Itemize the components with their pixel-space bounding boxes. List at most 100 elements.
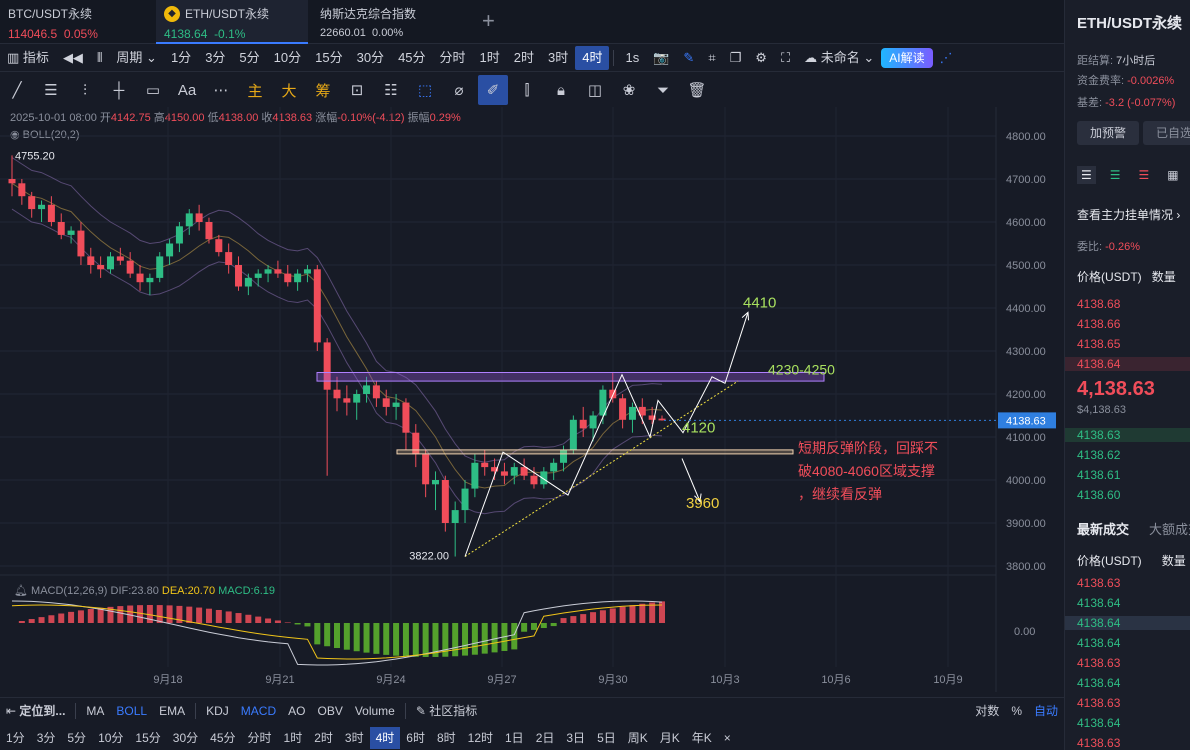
locate-button[interactable]: ⇤ 定位到...: [0, 700, 71, 722]
interval-6[interactable]: 45分: [398, 49, 426, 65]
bottom-interval-19[interactable]: 周K: [627, 730, 648, 745]
sub-obv[interactable]: OBV: [317, 703, 343, 718]
interval-10[interactable]: 3时: [548, 49, 569, 65]
depth-both-icon[interactable]: ☰: [1077, 166, 1096, 184]
sub-kdj[interactable]: KDJ: [206, 703, 229, 718]
bottom-interval-12[interactable]: 6时: [406, 730, 425, 745]
sub-ao[interactable]: AO: [288, 703, 306, 718]
community-indicators[interactable]: ✎ 社区指标: [410, 700, 483, 722]
interval-4[interactable]: 15分: [315, 49, 343, 65]
select-icon[interactable]: ⬚: [417, 82, 433, 99]
filter-icon[interactable]: ⏷: [656, 81, 669, 99]
ruler-icon[interactable]: ⌀: [454, 82, 464, 99]
layout-dropdown[interactable]: ☁ 未命名 ⌄: [797, 46, 881, 70]
main-orders-link[interactable]: 查看主力挂单情况 ›: [1077, 206, 1180, 223]
tab-latest-trades[interactable]: 最新成交: [1077, 522, 1130, 537]
big-order-button[interactable]: 大: [281, 82, 297, 100]
main-ema[interactable]: EMA: [159, 703, 186, 718]
bottom-interval-13[interactable]: 8时: [436, 730, 456, 745]
interval-5[interactable]: 30分: [356, 49, 385, 65]
add-tab-button[interactable]: +: [482, 8, 495, 33]
pen-icon[interactable]: ✎: [683, 49, 695, 65]
interval-3[interactable]: 10分: [273, 49, 302, 65]
macd-legend[interactable]: 🔔︎ MACD(12,26,9) DIF:23.80 DEA:20.70 MAC…: [14, 584, 275, 597]
bottom-interval-0[interactable]: 1分: [6, 730, 25, 745]
bottom-interval-3[interactable]: 10分: [98, 730, 124, 745]
interval-2[interactable]: 5分: [239, 49, 260, 65]
bottom-interval-15[interactable]: 1日: [505, 730, 524, 745]
seconds-button[interactable]: 1s: [625, 49, 640, 65]
draw-mode-icon[interactable]: ✐: [478, 75, 508, 105]
close-icon[interactable]: ×: [723, 730, 731, 745]
sub-macd[interactable]: MACD: [240, 703, 277, 718]
bottom-interval-10[interactable]: 3时: [344, 730, 364, 745]
fullscreen-icon[interactable]: ⛶: [780, 49, 791, 65]
indicator-button[interactable]: ▥ 指标: [0, 46, 56, 70]
price-chart[interactable]: 4800.00 4700.00 4600.00 4500.00 4400.00 4300.…: [0, 107, 1064, 692]
vertical-line-icon[interactable]: ⫶: [83, 81, 87, 99]
bottom-interval-17[interactable]: 3日: [566, 730, 586, 745]
copy-icon[interactable]: ❐: [729, 49, 742, 65]
bid-row[interactable]: 4138.62: [1077, 448, 1121, 462]
favorited-button[interactable]: 已自选: [1143, 121, 1190, 145]
camera-icon[interactable]: 📷: [653, 49, 670, 65]
depth-asks-icon[interactable]: ☰: [1138, 168, 1150, 182]
bottom-interval-1[interactable]: 3分: [36, 730, 56, 745]
replay-icon[interactable]: ◀◀: [62, 49, 83, 65]
bottom-interval-11[interactable]: 4时: [369, 726, 401, 749]
ask-row[interactable]: 4138.68: [1077, 297, 1121, 311]
depth-bids-icon[interactable]: ☰: [1109, 168, 1121, 182]
interval-0[interactable]: 1分: [170, 49, 192, 65]
main-force-button[interactable]: 主: [247, 82, 263, 100]
bottom-interval-18[interactable]: 5日: [597, 730, 616, 745]
eye-icon[interactable]: ◫: [587, 82, 603, 99]
boll-legend[interactable]: ◉ BOLL(20,2): [10, 128, 80, 141]
tab-eth[interactable]: ◆ ETH/USDT永续 4138.64 -0.1%: [156, 0, 308, 44]
main-ma[interactable]: MA: [86, 703, 105, 718]
rectangle-icon[interactable]: ▭: [145, 82, 161, 99]
bottom-interval-16[interactable]: 2日: [535, 730, 555, 745]
sub-volume[interactable]: Volume: [354, 703, 395, 718]
main-boll[interactable]: BOLL: [116, 703, 148, 718]
trash-icon[interactable]: 🗑︎: [687, 82, 707, 99]
add-alert-button[interactable]: 加预警: [1077, 121, 1139, 145]
bottom-interval-7[interactable]: 分时: [247, 730, 272, 745]
ask-row[interactable]: 4138.66: [1077, 317, 1121, 331]
crop-icon[interactable]: ⌗: [708, 49, 716, 65]
scale-percent[interactable]: %: [1011, 703, 1022, 718]
brush-icon[interactable]: ⋯: [213, 82, 229, 99]
depth-grid-icon[interactable]: ▦: [1167, 168, 1179, 182]
bid-row[interactable]: 4138.63: [1065, 428, 1190, 442]
bottom-interval-5[interactable]: 30分: [172, 730, 199, 745]
bid-row[interactable]: 4138.61: [1077, 468, 1121, 482]
candle-icon[interactable]: ⫿: [524, 81, 530, 99]
horizontal-ray-icon[interactable]: ┼: [113, 81, 125, 99]
period-dropdown[interactable]: 周期 ⌄: [109, 46, 164, 70]
bottom-interval-20[interactable]: 月K: [659, 730, 680, 745]
tab-btc[interactable]: BTC/USDT永续 114046.5 0.05%: [0, 0, 152, 44]
bottom-interval-2[interactable]: 5分: [67, 730, 87, 745]
interval-7[interactable]: 分时: [439, 49, 466, 65]
scale-auto[interactable]: 自动: [1033, 703, 1058, 718]
trendline-icon[interactable]: ╱: [12, 82, 22, 99]
interval-8[interactable]: 1时: [479, 49, 500, 65]
bottom-interval-9[interactable]: 2时: [314, 730, 333, 745]
parallel-lines-icon[interactable]: ☰: [44, 82, 58, 99]
ask-row[interactable]: 4138.64: [1065, 357, 1190, 371]
magnet-icon[interactable]: ⊡: [350, 82, 364, 99]
tab-nasdaq[interactable]: 纳斯达克综合指数 22660.01 0.00%: [312, 0, 470, 44]
bottom-interval-8[interactable]: 1时: [283, 730, 303, 745]
bottom-interval-4[interactable]: 15分: [135, 730, 161, 745]
settings-icon[interactable]: ⚙: [755, 49, 767, 65]
scale-log[interactable]: 对数: [975, 703, 1000, 718]
ask-row[interactable]: 4138.65: [1077, 337, 1121, 351]
bottom-interval-21[interactable]: 年K: [691, 730, 712, 745]
chip-button[interactable]: 筹: [315, 82, 331, 100]
interval-9[interactable]: 2时: [513, 49, 535, 65]
share-icon[interactable]: ⋰: [939, 49, 953, 65]
text-tool[interactable]: Aa: [177, 81, 197, 99]
interval-1[interactable]: 3分: [205, 49, 226, 65]
tab-big-trades[interactable]: 大额成交: [1149, 522, 1190, 537]
lock-icon[interactable]: 🔒︎: [557, 81, 565, 99]
interval-11[interactable]: 4时: [575, 45, 610, 70]
